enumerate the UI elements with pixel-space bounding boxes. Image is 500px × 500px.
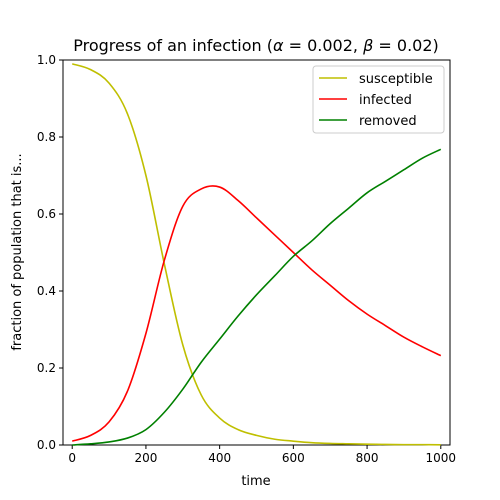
y-tick-label: 1.0 (37, 53, 56, 67)
x-axis-label: time (241, 474, 270, 489)
series-lines (71, 63, 442, 446)
x-tick-label: 600 (282, 451, 305, 465)
series-line-infected (71, 185, 442, 442)
y-tick-label: 0.6 (37, 207, 56, 221)
legend-label-susceptible: susceptible (359, 72, 433, 87)
x-tick-label: 1000 (426, 451, 457, 465)
x-tick-label: 0 (68, 451, 76, 465)
y-tick-label: 0.8 (37, 130, 56, 144)
legend-label-removed: removed (359, 114, 417, 129)
y-tick-label: 0.0 (37, 438, 56, 452)
chart-title: Progress of an infection (α = 0.002, β =… (73, 36, 439, 55)
x-tick-label: 800 (356, 451, 379, 465)
legend-box (312, 65, 445, 134)
plot-frame (62, 59, 451, 446)
x-axis: 0 200 400 600 800 1000 (68, 445, 456, 465)
legend: susceptible infected removed (312, 65, 445, 134)
legend-label-infected: infected (359, 93, 412, 108)
y-tick-label: 0.4 (37, 284, 56, 298)
y-tick-label: 0.2 (37, 361, 56, 375)
x-tick-label: 400 (208, 451, 231, 465)
y-axis-label: fraction of population that is... (10, 153, 25, 350)
y-axis: 0.0 0.2 0.4 0.6 0.8 1.0 (37, 53, 63, 452)
x-tick-label: 200 (134, 451, 157, 465)
series-line-susceptible (71, 63, 441, 446)
series-line-removed (72, 148, 442, 446)
